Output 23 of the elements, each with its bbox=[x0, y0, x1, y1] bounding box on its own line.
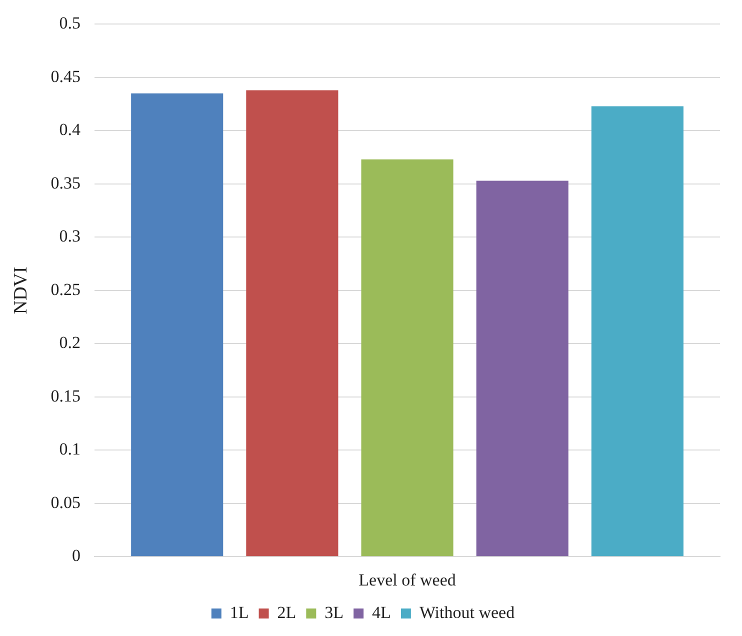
y-tick-label: 0.35 bbox=[50, 173, 81, 192]
y-tick-label: 0.3 bbox=[59, 226, 81, 246]
legend-label: Without weed bbox=[419, 602, 516, 622]
bar bbox=[361, 159, 454, 556]
y-tick-label: 0 bbox=[72, 546, 81, 566]
x-axis-title: Level of weed bbox=[358, 570, 456, 590]
legend-label: 4L bbox=[372, 602, 391, 622]
y-tick-label: 0.25 bbox=[50, 280, 81, 299]
y-tick-label: 0.05 bbox=[50, 492, 81, 512]
legend-label: 2L bbox=[277, 602, 296, 622]
legend-label: 1L bbox=[230, 602, 249, 622]
y-tick-label: 0.5 bbox=[59, 14, 81, 33]
y-tick-label: 0.1 bbox=[59, 440, 81, 459]
bar bbox=[591, 106, 684, 556]
y-tick-label: 0.45 bbox=[50, 66, 81, 86]
bar bbox=[246, 90, 338, 556]
legend-label: 3L bbox=[324, 602, 344, 622]
bar bbox=[476, 180, 568, 556]
y-tick-label: 0.2 bbox=[59, 333, 81, 352]
y-tick-label: 0.15 bbox=[50, 386, 81, 406]
bar bbox=[131, 93, 224, 556]
y-tick-label: 0.4 bbox=[59, 120, 82, 140]
y-axis-title: NDVI bbox=[10, 266, 32, 314]
